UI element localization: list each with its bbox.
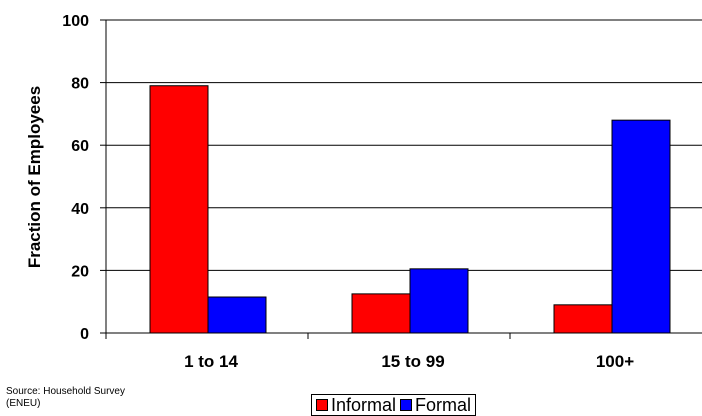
legend-label-formal: Formal [415, 394, 472, 415]
bar-formal [207, 296, 267, 334]
bar-informal [351, 293, 411, 334]
y-tick-label: 20 [71, 263, 89, 280]
axes [100, 19, 702, 339]
x-tick-label: 1 to 14 [184, 352, 238, 371]
legend-label-informal: Informal [331, 394, 397, 415]
legend-swatch-informal [316, 399, 328, 411]
bars [149, 85, 671, 334]
y-tick-labels: 0 20 40 60 80 100 [62, 13, 89, 343]
bar-formal [611, 119, 671, 334]
legend-item-informal: Informal [316, 395, 396, 416]
bar-chart: 0 20 40 60 80 100 1 to 14 15 to 99 100+ Fractio… [25, 13, 702, 371]
source-line: (ENEU) [6, 398, 41, 409]
legend: Informal Formal [311, 394, 477, 416]
y-axis-label: Fraction of Employees [25, 86, 44, 268]
x-tick-label: 100+ [596, 352, 634, 371]
legend-swatch-formal [400, 399, 413, 411]
y-tick-label: 60 [71, 138, 89, 155]
x-tick-label: 15 to 99 [381, 352, 444, 371]
y-tick-label: 0 [80, 326, 89, 343]
y-tick-label: 100 [62, 13, 89, 30]
x-tick-labels: 1 to 14 15 to 99 100+ [184, 352, 634, 371]
bar-informal [149, 85, 209, 334]
bar-formal [409, 268, 469, 334]
y-tick-label: 80 [71, 76, 89, 93]
y-tick-label: 40 [71, 201, 89, 218]
legend-item-formal: Formal [400, 395, 471, 416]
bar-informal [553, 304, 613, 334]
source-note: Source: Household Survey (ENEU) [6, 386, 125, 410]
source-line: Source: Household Survey [6, 386, 125, 397]
